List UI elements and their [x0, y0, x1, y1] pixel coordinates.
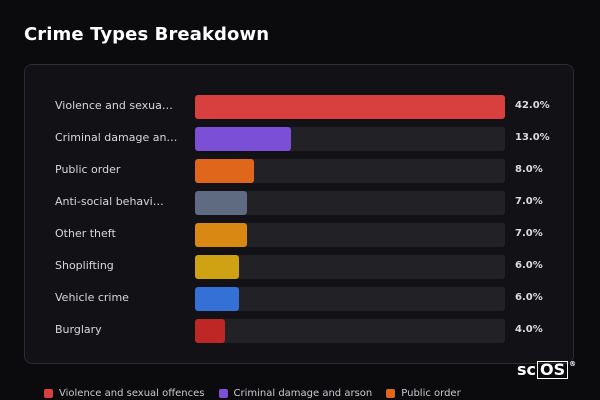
- legend-swatch: [44, 388, 53, 398]
- bar-category-label: Criminal damage an…: [55, 131, 178, 144]
- bar-track: [195, 319, 505, 343]
- bar[interactable]: [195, 255, 239, 279]
- logo-prefix: sc: [517, 360, 537, 379]
- bar-row: Violence and sexua… 42.0%: [25, 95, 575, 119]
- bar-category-label: Vehicle crime: [55, 291, 129, 304]
- legend-swatch: [218, 388, 228, 398]
- bar-track: [195, 191, 505, 215]
- legend-label: Public order: [401, 387, 461, 399]
- bar-category-label: Shoplifting: [55, 259, 114, 272]
- legend-item[interactable]: Violence and sexual offences: [44, 386, 205, 400]
- bar-track: [195, 95, 505, 119]
- bar-value-label: 8.0%: [515, 164, 543, 175]
- bar-track: [195, 287, 505, 311]
- bar-track: [195, 159, 505, 183]
- bar-category-label: Burglary: [55, 323, 102, 336]
- bar[interactable]: [195, 159, 254, 183]
- legend-label: Violence and sexual offences: [59, 387, 205, 399]
- bar-value-label: 6.0%: [515, 292, 543, 303]
- bar-value-label: 13.0%: [515, 132, 550, 143]
- bar[interactable]: [195, 287, 239, 311]
- chart-panel: Violence and sexua… 42.0% Criminal damage …: [24, 64, 574, 364]
- bar-track: [195, 255, 505, 279]
- bar-category-label: Other theft: [55, 227, 116, 240]
- chart-legend: Violence and sexual offences Criminal dam…: [44, 386, 461, 400]
- bar-value-label: 42.0%: [515, 100, 550, 111]
- bar-row: Anti-social behavi… 7.0%: [25, 191, 575, 215]
- bar[interactable]: [195, 95, 505, 119]
- brand-logo: sc OS ®: [517, 360, 576, 379]
- legend-swatch: [386, 388, 396, 398]
- legend-label: Criminal damage and arson: [233, 387, 373, 399]
- chart-title: Crime Types Breakdown: [24, 24, 270, 45]
- bar-row: Burglary 4.0%: [25, 319, 575, 343]
- bar-category-label: Violence and sexua…: [55, 99, 173, 112]
- bar-category-label: Anti-social behavi…: [55, 195, 164, 208]
- bar-row: Shoplifting 6.0%: [25, 255, 575, 279]
- bar-row: Criminal damage an… 13.0%: [25, 127, 575, 151]
- bar-row: Other theft 7.0%: [25, 223, 575, 247]
- logo-registered-mark: ®: [569, 360, 577, 368]
- legend-item[interactable]: Criminal damage and arson: [218, 386, 373, 400]
- bar[interactable]: [195, 191, 247, 215]
- bar-track: [195, 223, 505, 247]
- logo-boxed-text: OS: [537, 360, 569, 379]
- bar-value-label: 6.0%: [515, 260, 543, 271]
- bar[interactable]: [195, 127, 291, 151]
- bar-value-label: 7.0%: [515, 196, 543, 207]
- bar-category-label: Public order: [55, 163, 121, 176]
- bar-row: Public order 8.0%: [25, 159, 575, 183]
- bar-value-label: 4.0%: [515, 324, 543, 335]
- bar-value-label: 7.0%: [515, 228, 543, 239]
- bar-row: Vehicle crime 6.0%: [25, 287, 575, 311]
- legend-item[interactable]: Public order: [386, 386, 461, 400]
- bar[interactable]: [195, 223, 247, 247]
- bar-track: [195, 127, 505, 151]
- bar[interactable]: [195, 319, 225, 343]
